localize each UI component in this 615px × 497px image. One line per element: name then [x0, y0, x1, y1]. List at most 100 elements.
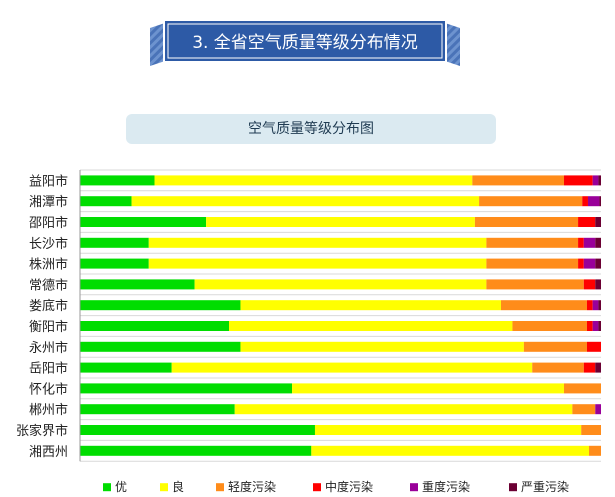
legend-swatch: [103, 483, 111, 492]
bar-segment: [582, 196, 588, 207]
bar-segment: [486, 258, 579, 269]
category-label: 永州市: [29, 340, 68, 356]
bar-segment: [583, 362, 596, 373]
grid-lines: [80, 169, 601, 462]
bar-segment: [486, 279, 584, 290]
bar-segment: [80, 404, 235, 415]
category-label: 益阳市: [29, 173, 68, 189]
bar-segment: [314, 425, 582, 435]
category-labels: 益阳市湘潭市邵阳市长沙市株洲市常德市娄底市衡阳市永州市岳阳市怀化市郴州市张家界市…: [16, 173, 68, 459]
chart-title-box: [126, 114, 496, 144]
section-banner: [150, 20, 460, 66]
bar-segment: [148, 237, 487, 248]
bar-segment: [131, 196, 480, 207]
bar-segment: [583, 279, 596, 290]
bar-segment: [80, 175, 155, 186]
section-title: 3. 全省空气质量等级分布情况: [192, 33, 418, 53]
bar-segment: [592, 300, 599, 311]
bar-segment: [595, 258, 601, 269]
bar-segment: [587, 196, 600, 207]
bar-segment: [595, 404, 601, 415]
bar-segment: [578, 237, 584, 248]
bar-segment: [171, 362, 533, 373]
category-label: 邵阳市: [29, 215, 68, 231]
bar-segment: [586, 321, 593, 331]
category-label: 长沙市: [29, 236, 68, 252]
bar-segment: [595, 237, 601, 248]
bar-segment: [572, 404, 596, 415]
bar-segment: [229, 321, 513, 331]
bar-segment: [80, 341, 241, 352]
bar-segment: [578, 258, 584, 269]
legend: 优 良 轻度污染 中度污染 重度污染 严重污染: [103, 479, 569, 494]
bar-segment: [532, 362, 584, 373]
bars: [80, 175, 601, 456]
bar-segment: [472, 175, 565, 186]
bar-segment: [292, 383, 565, 394]
bar-segment: [512, 321, 587, 331]
bar-segment: [564, 383, 601, 394]
category-label: 衡阳市: [29, 319, 68, 335]
legend-label: 轻度污染: [228, 479, 276, 494]
bar-segment: [592, 321, 599, 331]
bar-segment: [80, 445, 312, 456]
bar-segment: [80, 300, 241, 311]
bar-segment: [80, 237, 149, 248]
category-label: 湘潭市: [29, 194, 68, 210]
bar-segment: [595, 279, 601, 290]
legend-label: 中度污染: [325, 479, 373, 494]
bar-segment: [479, 196, 583, 207]
bar-segment: [486, 237, 579, 248]
bar-segment: [586, 341, 601, 352]
bar-segment: [586, 300, 593, 311]
category-label: 株洲市: [29, 257, 68, 273]
bar-segment: [595, 362, 601, 373]
bar-segment: [564, 175, 593, 186]
bar-segment: [599, 196, 601, 207]
category-label: 娄底市: [29, 298, 68, 314]
legend-swatch: [410, 483, 418, 492]
bar-segment: [583, 258, 596, 269]
bar-segment: [598, 300, 601, 311]
bar-segment: [80, 279, 195, 290]
bar-segment: [578, 217, 596, 227]
bar-segment: [523, 341, 587, 352]
category-label: 郴州市: [29, 402, 68, 418]
bar-segment: [80, 425, 315, 435]
bar-segment: [592, 175, 599, 186]
bar-segment: [80, 383, 293, 394]
chart-title: 空气质量等级分布图: [248, 121, 374, 137]
legend-label: 良: [172, 479, 184, 494]
bar-segment: [240, 341, 524, 352]
bar-segment: [80, 217, 207, 227]
bar-segment: [311, 445, 590, 456]
bar-segment: [234, 404, 573, 415]
bar-segment: [148, 258, 487, 269]
bar-segment: [598, 321, 601, 331]
bar-segment: [154, 175, 473, 186]
bar-segment: [598, 175, 601, 186]
bar-segment: [474, 217, 579, 227]
category-label: 岳阳市: [29, 361, 68, 377]
bar-segment: [80, 258, 149, 269]
legend-swatch: [313, 483, 321, 492]
bar-segment: [583, 237, 596, 248]
legend-swatch: [509, 483, 517, 492]
category-label: 湘西州: [29, 445, 68, 460]
category-label: 常德市: [29, 277, 68, 293]
bar-segment: [194, 279, 487, 290]
bar-segment: [500, 300, 587, 311]
legend-label: 重度污染: [422, 479, 470, 494]
category-label: 张家界市: [16, 423, 68, 439]
legend-swatch: [216, 483, 224, 492]
bar-segment: [240, 300, 501, 311]
bar-segment: [80, 321, 230, 331]
bar-segment: [595, 217, 601, 227]
bar-segment: [80, 196, 132, 207]
bar-segment: [589, 445, 601, 456]
bar-segment: [206, 217, 475, 227]
legend-swatch: [160, 483, 168, 492]
legend-label: 严重污染: [521, 479, 569, 494]
bar-segment: [581, 425, 601, 435]
legend-label: 优: [115, 480, 127, 494]
